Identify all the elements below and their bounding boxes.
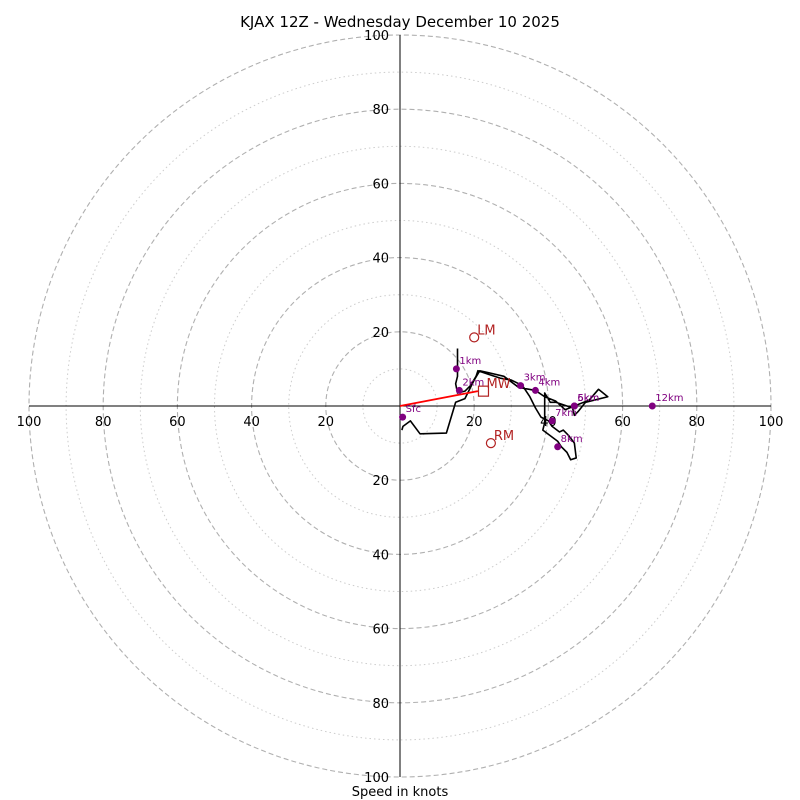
height-label-6km: 6km [577, 393, 599, 404]
height-label-12km: 12km [655, 393, 683, 404]
tick-label-north-20: 20 [372, 326, 389, 341]
tick-label-east-60: 60 [614, 415, 631, 430]
height-marker-1km [452, 365, 460, 373]
rm-label: RM [494, 429, 514, 444]
hodograph-line [401, 348, 609, 461]
tick-label-south-80: 80 [372, 697, 389, 712]
mean-wind-vector [399, 390, 479, 407]
storm-motion-markers: LM RM MW [469, 323, 514, 449]
mw-marker [477, 385, 490, 397]
tick-label-south-40: 40 [372, 548, 389, 563]
height-label-8km: 8km [561, 434, 583, 445]
tick-label-west-60: 60 [169, 415, 186, 430]
height-label-4km: 4km [538, 377, 560, 388]
x-axis-label: Speed in knots [352, 785, 449, 800]
mw-label: MW [486, 377, 510, 392]
height-marker-Sfc [399, 413, 407, 421]
tick-label-east-100: 100 [759, 415, 784, 430]
height-label-2km: 2km [462, 377, 484, 388]
mean-wind-line [399, 390, 479, 407]
chart-title: KJAX 12Z - Wednesday December 10 2025 [240, 13, 560, 31]
tick-label-north-40: 40 [372, 252, 389, 267]
tick-label-north-60: 60 [372, 177, 389, 192]
tick-label-east-80: 80 [689, 415, 706, 430]
height-label-5km: 5km [577, 393, 599, 404]
height-marker-3km [517, 382, 525, 390]
height-marker-6km [570, 402, 578, 410]
tick-labels: 2020202040404040606060608080808010010010… [17, 29, 784, 786]
height-marker-8km [554, 443, 562, 451]
tick-label-north-80: 80 [372, 103, 389, 118]
tick-label-south-20: 20 [372, 474, 389, 489]
lm-label: LM [477, 323, 495, 338]
tick-label-west-40: 40 [243, 415, 260, 430]
tick-label-south-100: 100 [364, 771, 389, 786]
tick-label-east-20: 20 [466, 415, 483, 430]
height-label-1km: 1km [459, 356, 481, 367]
tick-label-south-60: 60 [372, 623, 389, 638]
height-marker-4km [531, 386, 539, 394]
height-marker-2km [455, 386, 463, 394]
rm-marker [485, 438, 496, 449]
tick-label-west-80: 80 [95, 415, 112, 430]
tick-label-north-100: 100 [364, 29, 389, 44]
height-label-7km: 7km [555, 408, 577, 419]
height-marker-7km [548, 417, 556, 425]
height-label-3km: 3km [524, 373, 546, 384]
tick-label-west-20: 20 [318, 415, 335, 430]
height-label-Sfc: Sfc [406, 404, 421, 415]
tick-label-west-100: 100 [17, 415, 42, 430]
lm-marker [469, 332, 480, 343]
hodograph-trace [401, 348, 609, 461]
height-marker-12km [648, 402, 656, 410]
